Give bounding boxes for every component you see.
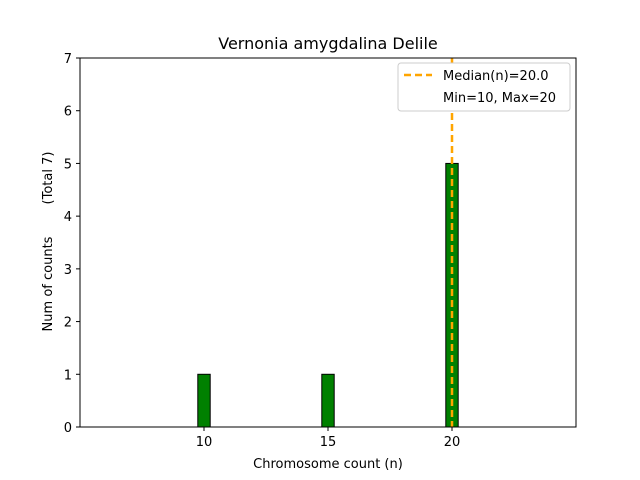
y-tick-label-7: 7 (64, 52, 72, 67)
y-axis-total-label: (Total 7) (41, 152, 56, 205)
x-tick-label-20: 20 (444, 435, 461, 450)
bar-15 (321, 373, 335, 428)
x-tick-label-15: 15 (320, 435, 337, 450)
legend-entry-median: Median(n)=20.0 (443, 69, 549, 84)
legend-box (397, 62, 571, 112)
y-tick-label-3: 3 (64, 263, 72, 278)
x-axis-ticks: 10 15 20 (196, 427, 461, 450)
bar-10 (197, 373, 211, 428)
y-tick-label-2: 2 (64, 316, 72, 331)
y-tick-label-4: 4 (64, 210, 72, 225)
legend-entry-min-max: Min=10, Max=20 (443, 91, 556, 106)
y-axis-label: Num of counts (41, 236, 56, 331)
legend: Median(n)=20.0 Min=10, Max=20 (397, 62, 571, 112)
y-tick-label-5: 5 (64, 157, 72, 172)
plot-area (80, 58, 576, 427)
chart-title: Vernonia amygdalina Delile (218, 34, 438, 53)
x-axis-label: Chromosome count (n) (253, 457, 403, 472)
x-tick-label-10: 10 (196, 435, 213, 450)
y-tick-label-1: 1 (64, 368, 72, 383)
y-tick-label-0: 0 (64, 421, 72, 436)
y-axis-ticks: 0 1 2 3 4 5 6 7 (64, 52, 80, 436)
y-tick-label-6: 6 (64, 105, 72, 120)
